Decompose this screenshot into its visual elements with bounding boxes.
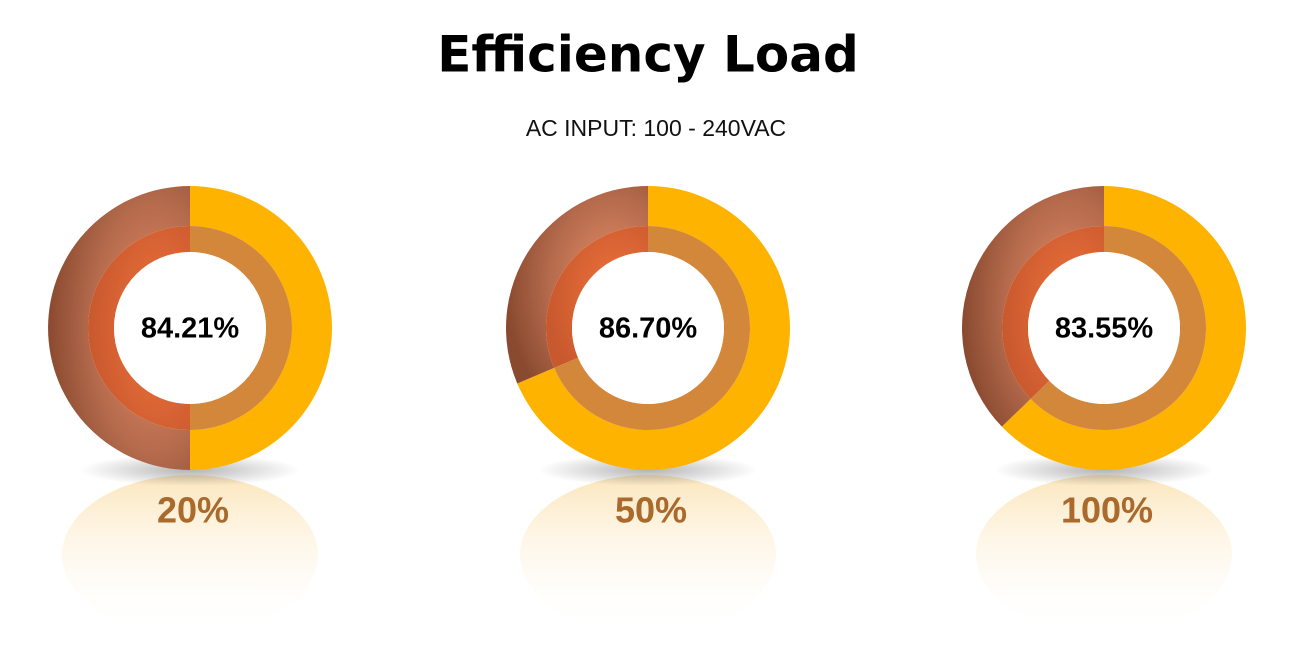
title: Efficiency Load: [437, 26, 859, 84]
gauge-value: 84.21%: [141, 313, 240, 345]
load-label: 20%: [157, 490, 229, 531]
gauge-center: [572, 252, 724, 404]
ring-brown: [506, 186, 648, 384]
ring-yellow: [517, 186, 791, 470]
load-label: 100%: [1061, 490, 1153, 531]
gauge-reflection: [62, 475, 318, 635]
gauge-value: 86.70%: [599, 313, 698, 345]
gauge: 86.70% 50%: [506, 186, 791, 635]
ring-brown: [48, 186, 190, 470]
gauge-value: 83.55%: [1055, 313, 1154, 345]
ring-brown: [962, 186, 1104, 427]
gauge-reflection: [520, 475, 776, 635]
gauge-center: [1028, 252, 1180, 404]
band-brown: [546, 226, 648, 368]
ring-yellow: [190, 186, 332, 470]
gauge: 84.21% 20%: [48, 186, 332, 635]
band-brown: [1002, 226, 1104, 399]
gauge-center: [114, 252, 266, 404]
gauge-reflection: [976, 475, 1232, 635]
load-label: 50%: [615, 490, 687, 531]
gauge: 83.55% 100%: [962, 186, 1247, 635]
ring-yellow: [1001, 186, 1247, 470]
band-brown: [88, 226, 190, 430]
subtitle: AC INPUT: 100 - 240VAC: [526, 115, 786, 141]
band-yellow: [1030, 226, 1206, 430]
band-yellow: [190, 226, 292, 430]
